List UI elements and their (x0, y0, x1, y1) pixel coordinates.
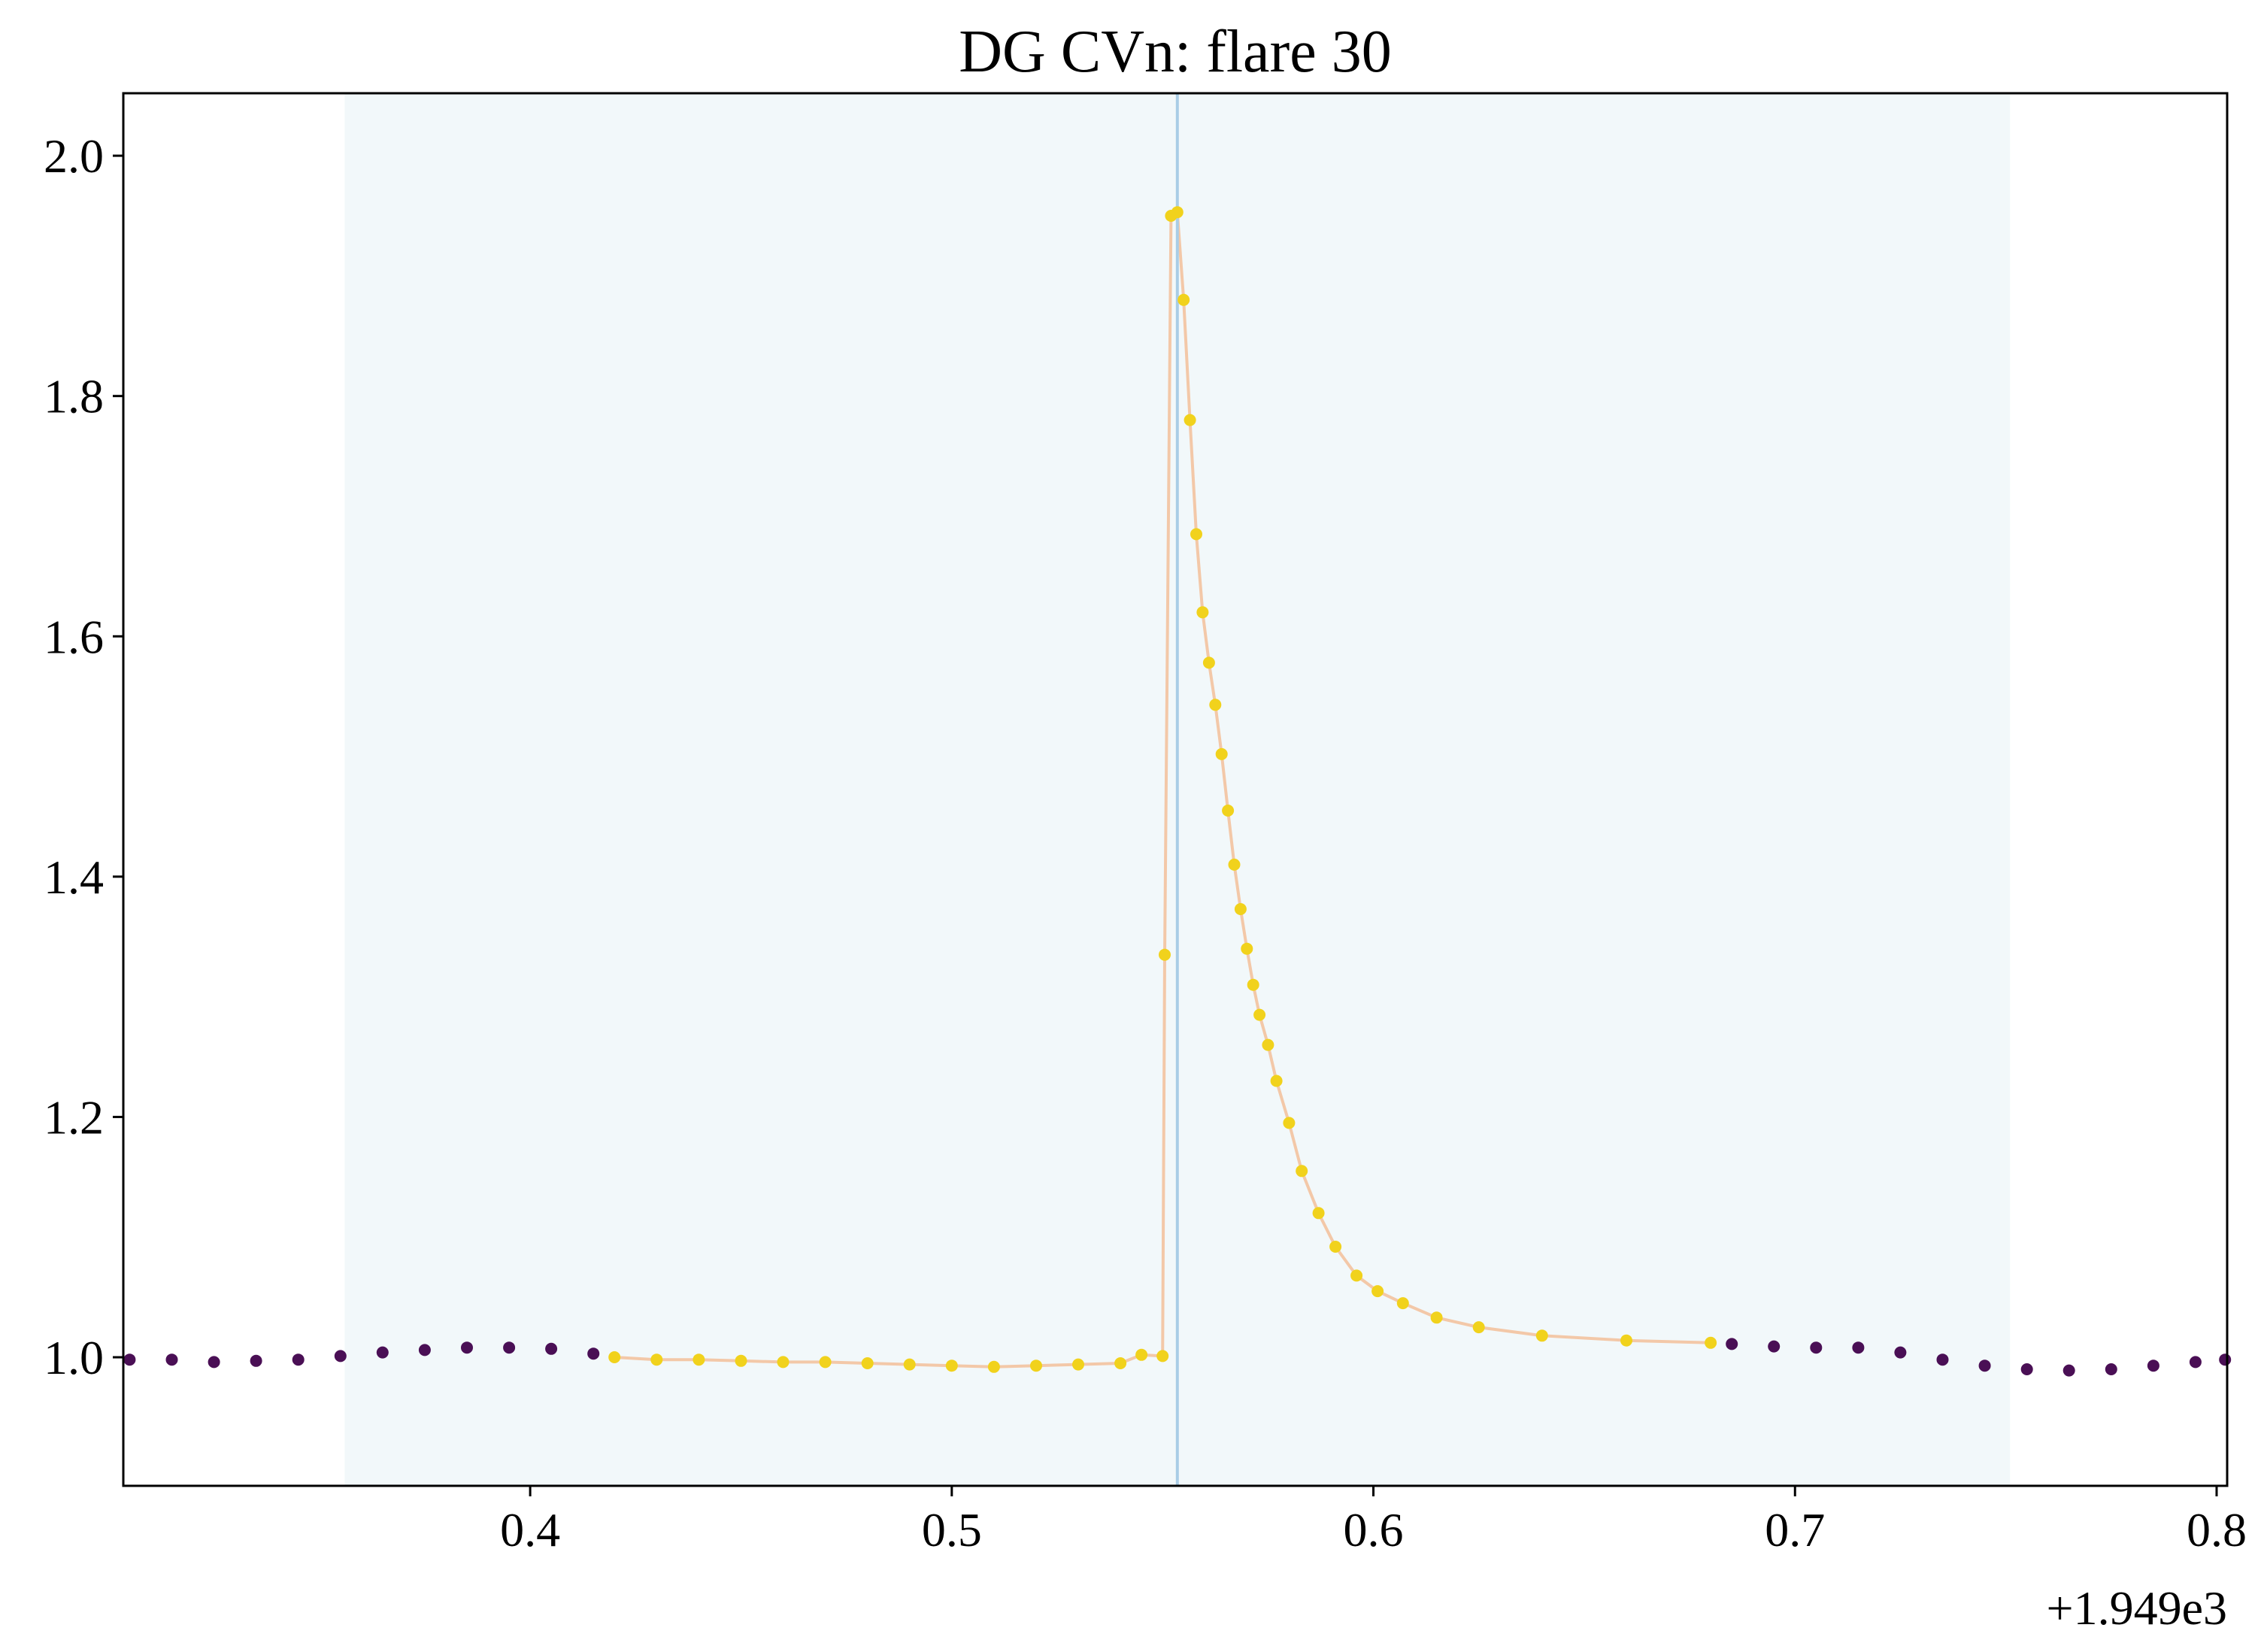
y-tick-label: 1.8 (44, 370, 104, 423)
data-points (123, 206, 2232, 1377)
x-axis: 0.4 0.5 0.6 0.7 0.8 (500, 1486, 2247, 1557)
data-point (819, 1356, 832, 1369)
data-point (1810, 1341, 1823, 1354)
data-point (461, 1341, 473, 1354)
data-point (903, 1358, 916, 1371)
x-tick-label: 0.8 (2187, 1503, 2247, 1557)
data-point (1177, 293, 1190, 306)
data-point (1184, 414, 1196, 426)
data-point (1072, 1358, 1084, 1371)
data-point (334, 1350, 347, 1363)
y-tick-label: 2.0 (44, 129, 104, 183)
data-point (1312, 1207, 1325, 1220)
data-point (1247, 978, 1259, 991)
data-point (735, 1354, 747, 1367)
series-quiet_after (1726, 1338, 2232, 1377)
data-point (503, 1341, 516, 1354)
data-point (987, 1360, 1000, 1373)
series-quiet_before (123, 1341, 600, 1369)
data-point (2062, 1364, 2075, 1377)
data-point (545, 1342, 558, 1355)
data-point (1329, 1241, 1342, 1253)
data-point (1262, 1038, 1274, 1051)
data-point (587, 1347, 600, 1360)
y-axis: 1.0 1.2 1.4 1.6 1.8 2.0 (44, 129, 123, 1384)
data-point (1114, 1357, 1127, 1369)
data-point (165, 1353, 178, 1366)
data-point (418, 1344, 431, 1356)
data-point (1396, 1297, 1409, 1310)
data-point (693, 1353, 705, 1366)
data-point (608, 1351, 621, 1363)
data-point (1535, 1329, 1548, 1342)
y-tick-label: 1.4 (44, 850, 104, 904)
data-point (1215, 747, 1228, 760)
data-point (2105, 1363, 2117, 1375)
plot-area (122, 92, 2232, 1487)
series-flare_region (608, 206, 1717, 1373)
data-point (2147, 1359, 2159, 1372)
data-point (1190, 528, 1202, 541)
data-point (2020, 1363, 2033, 1375)
data-point (1296, 1165, 1308, 1178)
y-tick-label: 1.6 (44, 610, 104, 663)
data-point (1234, 903, 1247, 915)
data-point (1030, 1359, 1042, 1372)
data-point (1620, 1334, 1632, 1347)
chart-title: DG CVn: flare 30 (959, 19, 1391, 85)
data-point (1222, 805, 1235, 817)
data-point (1978, 1359, 1991, 1372)
data-point (777, 1356, 790, 1369)
x-tick-label: 0.7 (1765, 1503, 1825, 1557)
data-point (861, 1357, 874, 1369)
data-point (1171, 206, 1184, 219)
y-tick-label: 1.2 (44, 1090, 104, 1144)
data-point (1350, 1269, 1363, 1282)
data-point (2219, 1353, 2232, 1366)
data-point (1852, 1341, 1865, 1354)
data-point (1159, 948, 1171, 961)
plot-frame (122, 92, 2229, 1487)
data-point (1135, 1348, 1148, 1361)
data-point (650, 1353, 663, 1366)
data-point (1768, 1340, 1781, 1353)
data-point (1936, 1353, 1949, 1366)
data-point (2189, 1356, 2202, 1369)
data-point (1196, 606, 1209, 619)
data-point (1202, 656, 1215, 669)
data-point (1726, 1338, 1738, 1350)
data-point (208, 1356, 220, 1369)
data-point (1241, 942, 1253, 955)
data-point (1705, 1336, 1717, 1349)
data-point (1894, 1346, 1907, 1359)
data-point (1253, 1008, 1266, 1021)
data-point (1283, 1117, 1296, 1129)
data-point (1156, 1350, 1169, 1363)
y-tick-label: 1.0 (44, 1331, 104, 1384)
data-point (292, 1353, 305, 1366)
x-offset-label: +1.949e3 (2047, 1581, 2228, 1635)
data-point (1209, 699, 1222, 711)
data-point (123, 1353, 136, 1366)
x-tick-label: 0.4 (500, 1503, 560, 1557)
data-point (1430, 1311, 1443, 1324)
data-point (1228, 858, 1241, 871)
data-point (250, 1354, 262, 1367)
data-point (376, 1346, 389, 1359)
data-point (1371, 1285, 1384, 1298)
data-point (1472, 1321, 1485, 1334)
x-tick-label: 0.6 (1344, 1503, 1404, 1557)
data-point (1270, 1075, 1283, 1087)
data-point (945, 1359, 958, 1372)
x-tick-label: 0.5 (922, 1503, 982, 1557)
